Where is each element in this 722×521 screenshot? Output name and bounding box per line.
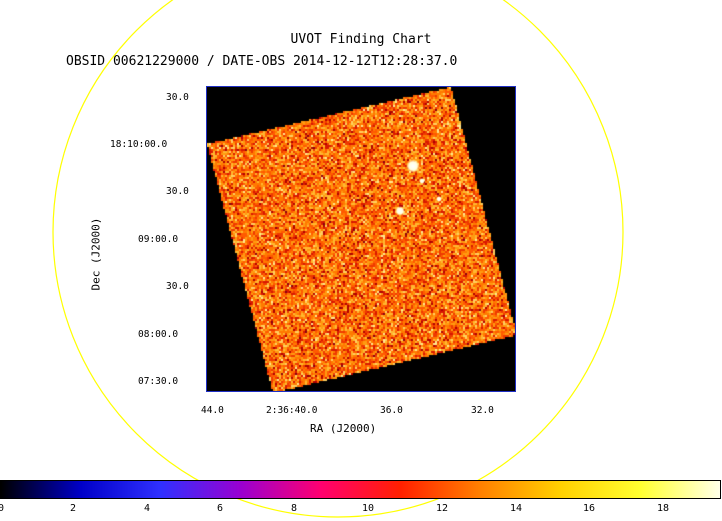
chart-subtitle: OBSID 00621229000 / DATE-OBS 2014-12-12T… (66, 54, 458, 69)
y-tick-label: 30.0 (166, 92, 189, 103)
colorbar-tick-label: 18 (657, 503, 670, 514)
colorbar-tick-label: 16 (583, 503, 596, 514)
colorbar-tick-label: 12 (436, 503, 449, 514)
colorbar-tick-label: 14 (510, 503, 523, 514)
colorbar-tick-label: 10 (362, 503, 375, 514)
y-tick-label: 18:10:00.0 (110, 139, 168, 150)
y-tick-label: 30.0 (166, 281, 189, 292)
x-tick-label: 2:36:40.0 (266, 405, 318, 416)
x-tick-label: 32.0 (471, 405, 494, 416)
colorbar-tick-label: 4 (144, 503, 151, 514)
colorbar (0, 480, 721, 499)
x-tick-label: 44.0 (201, 405, 224, 416)
y-tick-label: 07:30.0 (138, 376, 179, 387)
y-tick-label: 30.0 (166, 186, 189, 197)
field-of-view-circle (52, 0, 624, 518)
sky-image-frame (206, 86, 516, 392)
y-tick-label: 09:00.0 (138, 234, 179, 245)
colorbar-tick-label: 0 (0, 503, 5, 514)
colorbar-tick-label: 6 (217, 503, 224, 514)
x-tick-label: 36.0 (380, 405, 403, 416)
chart-title: UVOT Finding Chart (290, 32, 432, 47)
colorbar-tick-label: 8 (291, 503, 298, 514)
colorbar-tick-label: 2 (70, 503, 77, 514)
sky-image (207, 87, 515, 391)
x-axis-label: RA (J2000) (310, 422, 377, 435)
y-tick-label: 08:00.0 (138, 329, 179, 340)
y-axis-label: Dec (J2000) (89, 217, 103, 291)
